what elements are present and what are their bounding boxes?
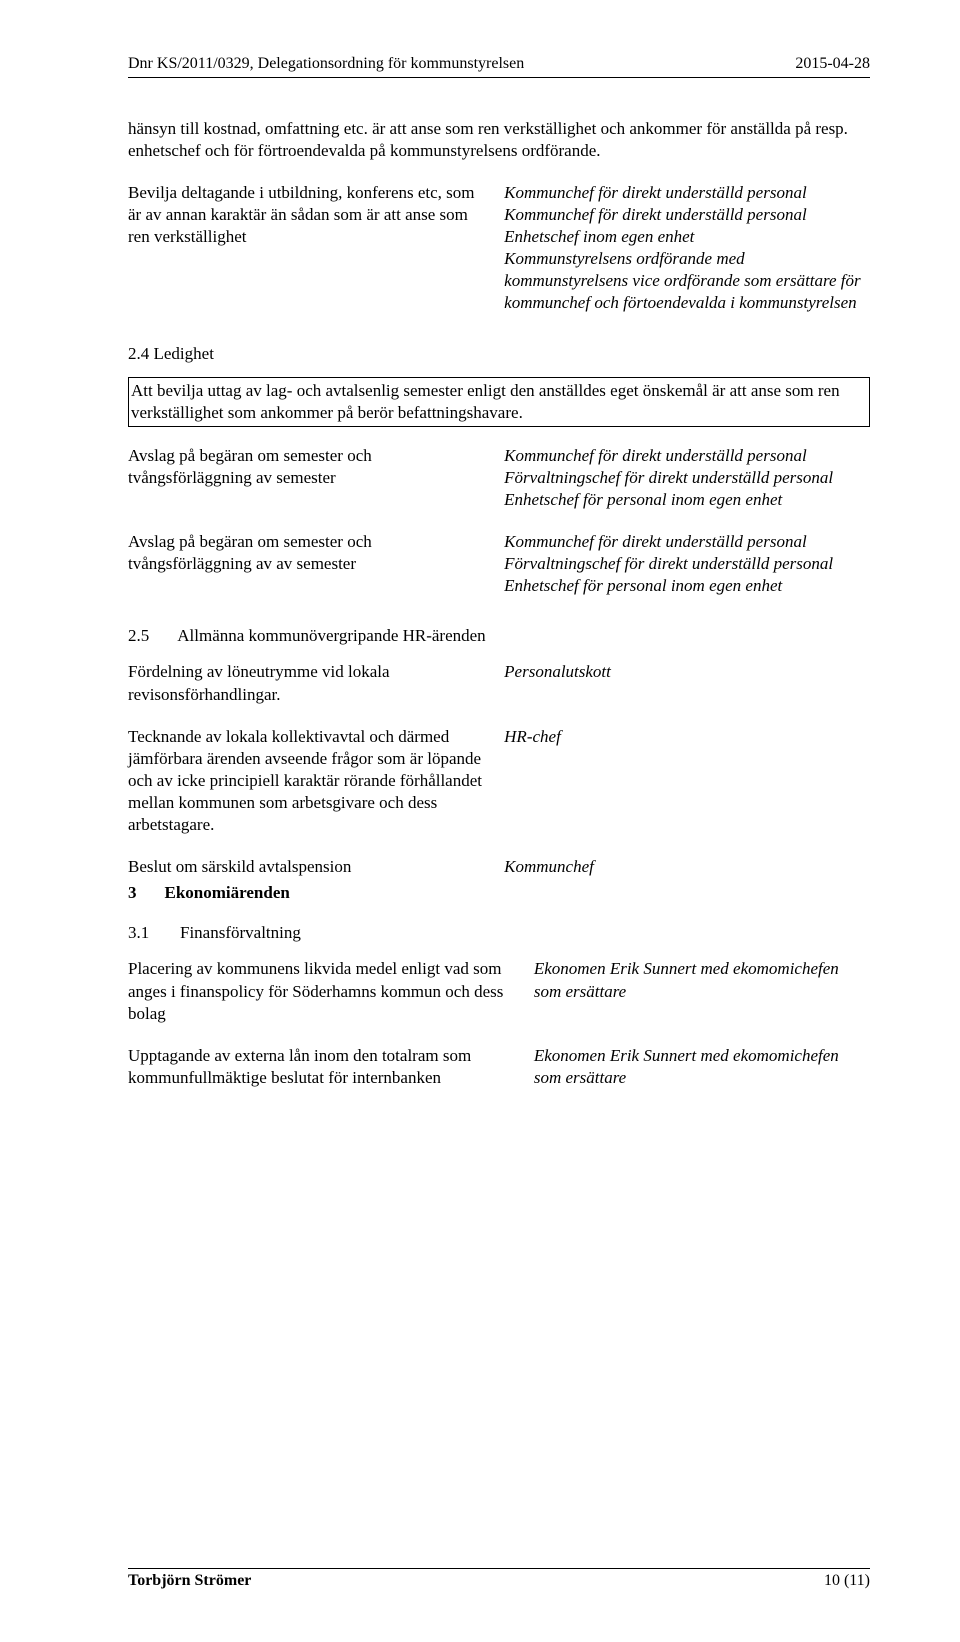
section-2-4-title: 2.4 Ledighet <box>128 343 870 365</box>
section-3-heading: 3 Ekonomiärenden <box>128 882 870 904</box>
delegation-left: Beslut om särskild avtalspension <box>128 856 484 878</box>
delegation-row: Beslut om särskild avtalspension Kommunc… <box>128 856 870 878</box>
delegation-left: Fördelning av löneutrymme vid lokala rev… <box>128 661 484 705</box>
page-header: Dnr KS/2011/0329, Delegationsordning för… <box>128 54 870 75</box>
delegation-row: Fördelning av löneutrymme vid lokala rev… <box>128 661 870 705</box>
delegation-left: Avslag på begäran om semester och tvångs… <box>128 445 484 511</box>
section-title: Allmänna kommunövergripande HR-ärenden <box>177 625 485 647</box>
section-number: 3.1 <box>128 922 160 944</box>
info-box-text: Att bevilja uttag av lag- och avtalsenli… <box>129 380 863 424</box>
section-number: 2.5 <box>128 625 149 647</box>
delegation-left: Bevilja deltagande i utbildning, konfere… <box>128 182 484 315</box>
delegation-row: Avslag på begäran om semester och tvångs… <box>128 445 870 511</box>
intro-paragraph: hänsyn till kostnad, omfattning etc. är … <box>128 118 870 162</box>
section-2-5-heading: 2.5 Allmänna kommunövergripande HR-ärend… <box>128 625 870 647</box>
delegation-left: Avslag på begäran om semester och tvångs… <box>128 531 484 597</box>
delegation-right: Kommunchef för direkt underställd person… <box>504 182 870 315</box>
delegation-row: Avslag på begäran om semester och tvångs… <box>128 531 870 597</box>
header-date: 2015-04-28 <box>795 54 870 75</box>
delegation-right: Ekonomen Erik Sunnert med ekomomichefen … <box>534 1045 870 1089</box>
section-title: Finansförvaltning <box>180 922 301 944</box>
delegation-row: Bevilja deltagande i utbildning, konfere… <box>128 182 870 315</box>
delegation-left: Upptagande av externa lån inom den total… <box>128 1045 514 1089</box>
delegation-row: Upptagande av externa lån inom den total… <box>128 1045 870 1089</box>
section-title: Ekonomiärenden <box>165 882 290 904</box>
section-number: 3 <box>128 882 137 904</box>
footer-author: Torbjörn Strömer <box>128 1571 251 1592</box>
section-3-1-heading: 3.1 Finansförvaltning <box>128 922 870 944</box>
delegation-right: Personalutskott <box>504 661 870 705</box>
delegation-right: Kommunchef för direkt underställd person… <box>504 531 870 597</box>
delegation-left: Tecknande av lokala kollektivavtal och d… <box>128 726 484 836</box>
delegation-left: Placering av kommunens likvida medel enl… <box>128 958 514 1024</box>
delegation-row: Tecknande av lokala kollektivavtal och d… <box>128 726 870 836</box>
footer-page-number: 10 (11) <box>824 1571 870 1592</box>
delegation-right: Kommunchef för direkt underställd person… <box>504 445 870 511</box>
info-box: Att bevilja uttag av lag- och avtalsenli… <box>128 377 870 427</box>
delegation-right: HR-chef <box>504 726 870 836</box>
delegation-right: Ekonomen Erik Sunnert med ekomomichefen … <box>534 958 870 1024</box>
delegation-row: Placering av kommunens likvida medel enl… <box>128 958 870 1024</box>
header-rule <box>128 77 870 78</box>
header-left: Dnr KS/2011/0329, Delegationsordning för… <box>128 54 524 75</box>
delegation-right: Kommunchef <box>504 856 870 878</box>
page-footer: Torbjörn Strömer 10 (11) <box>128 1568 870 1592</box>
footer-rule <box>128 1568 870 1569</box>
